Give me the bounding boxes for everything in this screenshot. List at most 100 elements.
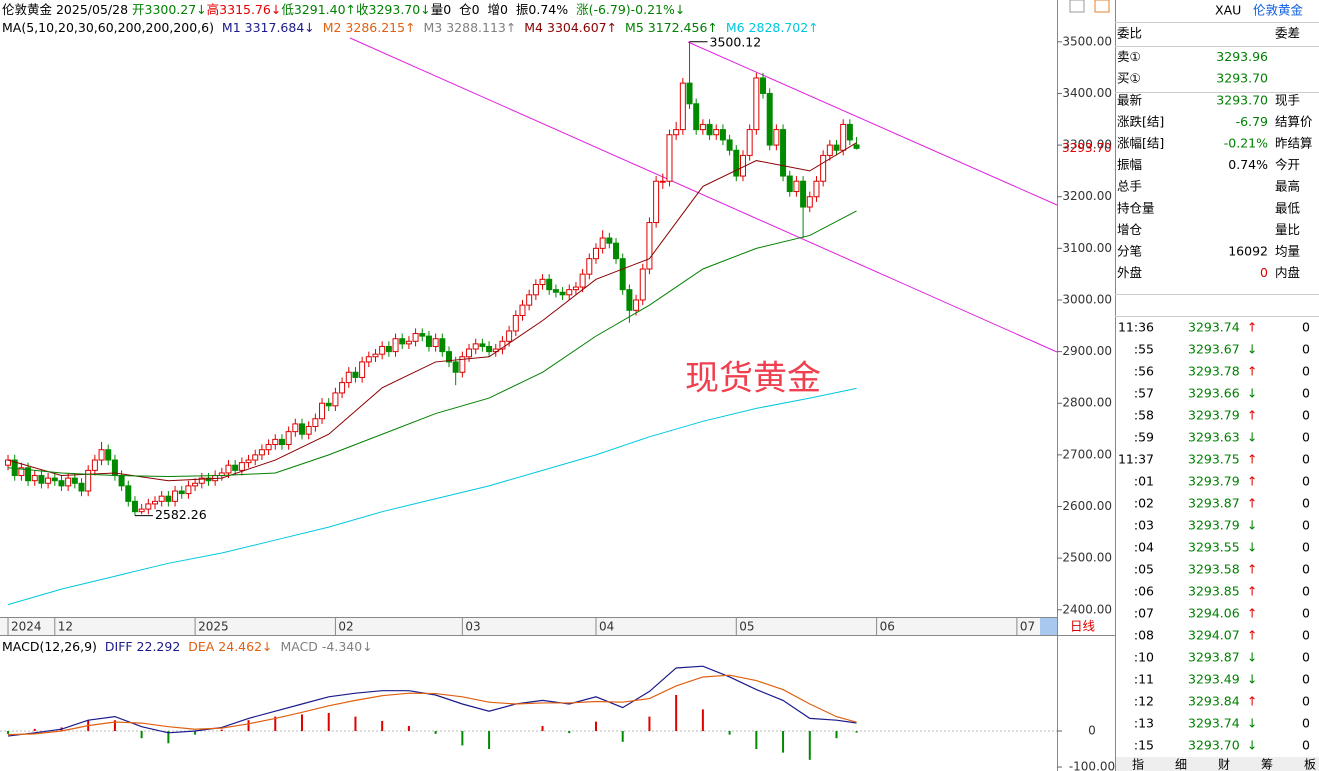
candle-body (466, 348, 473, 358)
candle-body (526, 294, 533, 306)
macd-legend-part: DIFF 22.292 (97, 639, 180, 654)
tick-arrow: ↑ (1247, 694, 1257, 709)
x-tick-label: 07 (1020, 620, 1035, 634)
candle-body (225, 464, 232, 474)
tick-price: 3293.66 (1188, 386, 1240, 401)
row-label2: 结算价 (1275, 114, 1313, 129)
candle-body (699, 123, 706, 131)
tick-time: :59 (1134, 430, 1154, 445)
tick-volume: 0 (1302, 628, 1310, 643)
candle-body (165, 495, 172, 502)
tick-volume: 0 (1302, 452, 1310, 467)
quote-header-part: 涨(-6.79)-0.21%↓ (568, 2, 685, 17)
tick-price: 3293.79 (1188, 408, 1240, 423)
quote-header-part: 仓0 (451, 2, 479, 17)
tab[interactable]: 指 (1132, 757, 1144, 771)
scroll-thumb[interactable] (1040, 618, 1057, 635)
tab[interactable]: 板 (1304, 758, 1316, 771)
y-tick-label: 2500.00 (1062, 551, 1112, 565)
ma-legend-part: M5 3172.456↑ (617, 20, 718, 35)
x-tick-label: 02 (338, 620, 353, 634)
tick-price: 3293.79 (1188, 518, 1240, 533)
quote-header-part: 量0 (431, 2, 452, 17)
candle-body (486, 345, 493, 353)
tick-price: 3293.58 (1188, 562, 1240, 577)
candle-body (158, 495, 165, 502)
candle-body (599, 237, 606, 249)
tick-price: 3293.49 (1188, 672, 1240, 687)
tab[interactable]: 筹 (1261, 758, 1273, 771)
tick-arrow: ↓ (1247, 342, 1257, 357)
tick-arrow: ↑ (1247, 408, 1257, 423)
tick-arrow: ↓ (1247, 430, 1257, 445)
candle-body (746, 129, 753, 156)
ma-legend-part: M6 2828.702↑ (718, 20, 819, 35)
icon[interactable] (1094, 0, 1110, 13)
row-label2: 昨结算 (1275, 136, 1313, 151)
low-label: 2582.26 (155, 507, 207, 522)
y-tick-label: 3500.00 (1062, 34, 1112, 48)
tick-arrow: ↑ (1247, 474, 1257, 489)
tick-time: :58 (1134, 408, 1154, 423)
tick-price: 3293.85 (1188, 584, 1240, 599)
candle-body (71, 477, 78, 484)
quote-header-part: 高3315.76↓ (207, 2, 282, 17)
candle-body (419, 333, 426, 337)
tick-volume: 0 (1302, 518, 1310, 533)
tick-volume: 0 (1302, 364, 1310, 379)
candle-body (38, 475, 45, 484)
candle-body (552, 289, 559, 293)
candle-body (319, 402, 326, 420)
tab[interactable]: 财 (1218, 758, 1230, 771)
candle-body (172, 490, 179, 502)
period-label[interactable]: 日线 (1070, 619, 1096, 634)
tick-price: 3293.87 (1188, 650, 1240, 665)
ma-legend-part: M4 3304.607↑ (516, 20, 617, 35)
tick-arrow: ↓ (1247, 518, 1257, 533)
row-value: 0.74% (1228, 157, 1268, 172)
row-label: 外盘 (1117, 265, 1142, 280)
tab[interactable]: 细 (1175, 758, 1187, 771)
candle-body (98, 449, 105, 461)
y-tick-label: 3000.00 (1062, 292, 1112, 306)
x-tick-label: 04 (599, 620, 614, 634)
candle-body (766, 92, 773, 146)
ma-line (7, 210, 857, 478)
tick-volume: 0 (1302, 496, 1310, 511)
candle-body (566, 289, 573, 296)
ma-line (7, 387, 857, 606)
row-label: 卖① (1117, 49, 1141, 64)
candle-body (445, 351, 452, 363)
tick-price: 3294.06 (1188, 606, 1240, 621)
tick-time: :04 (1134, 540, 1154, 555)
candle-body (238, 462, 245, 471)
macd-diff (7, 665, 857, 737)
candle-body (145, 503, 152, 510)
ma-legend-part: MA(5,10,20,30,60,200,200,200,6) (2, 20, 214, 35)
candle-body (472, 343, 479, 350)
tick-price: 3293.74 (1188, 320, 1240, 335)
tick-volume: 0 (1302, 716, 1310, 731)
candle-body (91, 459, 98, 471)
icon[interactable] (1069, 0, 1085, 13)
x-tick-label: 12 (58, 620, 73, 634)
tick-price: 3293.79 (1188, 474, 1240, 489)
candle-body (372, 353, 379, 358)
quote-header-part: 开3300.27↓ (132, 2, 207, 17)
trend-line (349, 37, 1058, 353)
last-price-label: 3293.70 (1062, 141, 1112, 155)
candle-body (198, 477, 205, 484)
tick-volume: 0 (1302, 342, 1310, 357)
candle-body (405, 340, 412, 345)
candle-body (693, 103, 700, 131)
row-label2: 今开 (1275, 157, 1300, 172)
candle-body (359, 361, 366, 378)
candle-body (125, 485, 132, 502)
tick-time: :55 (1134, 342, 1154, 357)
tick-price: 3293.74 (1188, 716, 1240, 731)
tick-price: 3293.70 (1188, 738, 1240, 753)
tick-time: 11:36 (1118, 320, 1154, 335)
candle-body (58, 480, 65, 487)
candle-body (539, 278, 546, 285)
